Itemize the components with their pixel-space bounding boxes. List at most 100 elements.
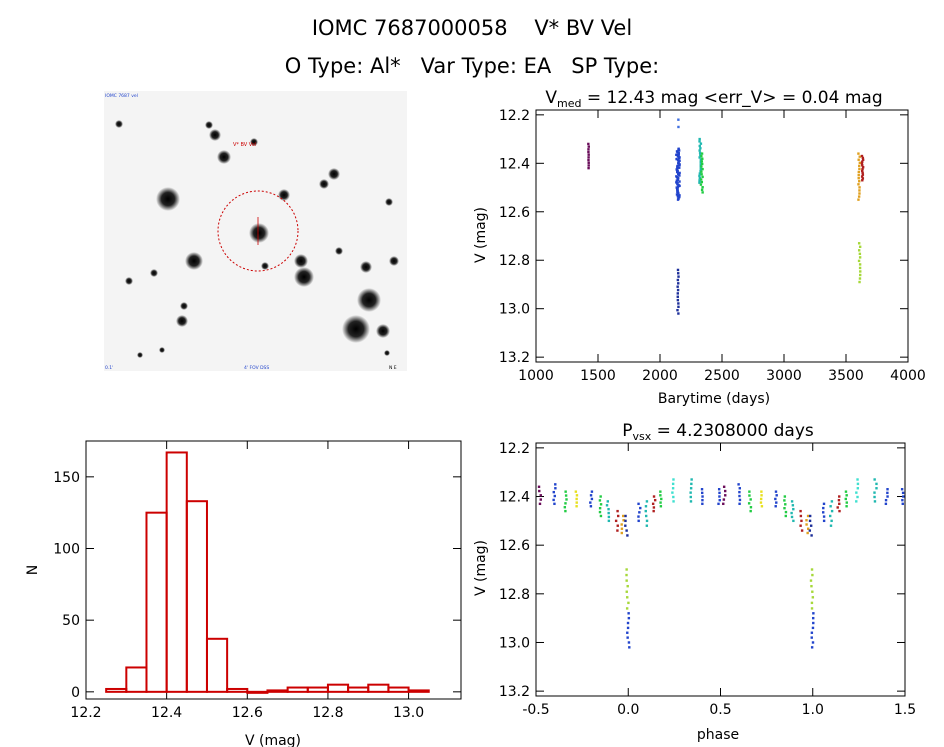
phased-point	[774, 505, 777, 508]
phased-point	[810, 601, 814, 605]
phased-point	[700, 491, 704, 495]
histogram-axes: 12.2 12.4 12.6 12.8 13.0 0 50 100 150	[53, 440, 462, 721]
lightcurve-point	[857, 173, 860, 177]
phased-point	[784, 510, 788, 514]
lightcurve-point	[587, 150, 590, 154]
phased-point	[808, 519, 812, 523]
lightcurve-xtick-label: 1500	[580, 368, 616, 384]
phased-point	[690, 478, 693, 481]
phased-point	[812, 612, 815, 615]
phased-point	[902, 495, 905, 498]
phased-point	[856, 482, 860, 486]
lightcurve-title-rest: = 12.43 mag <err_V> = 0.04 mag	[581, 88, 882, 108]
lightcurve-point	[587, 156, 590, 159]
phased-point	[607, 507, 610, 511]
phased-point	[810, 568, 814, 571]
lightcurve-point	[587, 166, 590, 170]
phased-point	[718, 491, 721, 495]
lightcurve-point	[677, 275, 680, 278]
lightcurve-point	[857, 242, 861, 245]
phased-point	[811, 626, 815, 630]
phased-point	[884, 502, 888, 506]
lightcurve-ylabel: V (mag)	[473, 207, 489, 263]
phased-point	[783, 499, 786, 502]
phased-point	[822, 506, 825, 510]
phased-point	[624, 524, 627, 527]
lightcurve-point	[698, 140, 701, 143]
phased-point	[806, 514, 810, 518]
lightcurve-point	[698, 137, 701, 141]
histogram-bar	[105, 687, 128, 693]
lightcurve-point	[698, 156, 701, 159]
phased-point	[652, 506, 656, 509]
lightcurve-point	[587, 148, 590, 151]
histogram-ytick-label: 150	[53, 470, 80, 486]
phased-point	[901, 491, 905, 495]
lightcurve-point	[676, 165, 679, 169]
phased-point	[799, 524, 802, 527]
histogram-bars	[105, 451, 430, 694]
phased-point	[760, 490, 763, 493]
phased-point	[701, 502, 704, 506]
lightcurve-point	[700, 170, 703, 173]
lightcurve-point	[700, 165, 703, 168]
histogram-bar	[165, 451, 188, 693]
lightcurve-frame	[535, 109, 909, 363]
lightcurve-point	[699, 163, 702, 166]
phased-point	[748, 490, 751, 493]
phased-point	[829, 505, 832, 508]
lightcurve-point	[860, 169, 864, 173]
lightcurve-point	[858, 263, 862, 266]
phased-point	[830, 509, 834, 513]
phased-point	[660, 497, 663, 501]
phased-point	[811, 641, 815, 644]
phased-point	[805, 519, 808, 522]
phased-point	[901, 498, 904, 502]
phased-point	[598, 506, 602, 510]
histogram-bar	[205, 637, 229, 693]
lightcurve-point	[861, 167, 864, 171]
phased-point	[724, 489, 727, 493]
lightcurve-point	[858, 155, 861, 158]
phased-point	[607, 519, 611, 523]
phased-point	[607, 511, 610, 515]
lightcurve-point	[675, 153, 678, 157]
phased-point	[690, 482, 693, 486]
phased-point	[575, 505, 578, 508]
lightcurve-points	[587, 118, 865, 315]
lightcurve-point	[861, 156, 865, 160]
lightcurve-point	[675, 157, 678, 161]
histogram-xtick-label: 12.8	[312, 705, 343, 721]
phased-point	[830, 519, 833, 523]
lightcurve-point	[857, 195, 861, 198]
lightcurve-point	[861, 173, 865, 176]
lightcurve-point	[858, 252, 862, 256]
histogram-bar	[125, 666, 148, 693]
lightcurve-xtick-label: 4000	[890, 368, 926, 384]
phased-point	[800, 519, 803, 523]
phased-title-main: P	[622, 421, 632, 441]
chart-subtitle: O Type: Al* Var Type: EA SP Type:	[284, 54, 660, 78]
phased-points	[537, 478, 905, 649]
corner-label: IOMC 7687 vel	[105, 93, 138, 99]
lightcurve-point	[676, 158, 680, 162]
lightcurve-point	[676, 195, 680, 198]
phased-point	[759, 497, 763, 501]
lightcurve-point	[677, 312, 680, 315]
lightcurve-point	[699, 167, 702, 171]
histogram-xtick-label: 13.0	[393, 705, 424, 721]
phased-point	[790, 500, 794, 503]
lightcurve-point	[700, 155, 703, 158]
phased-point	[627, 612, 630, 615]
lightcurve-point	[858, 167, 861, 171]
phased-point	[624, 519, 627, 523]
phased-point	[718, 495, 721, 498]
phased-point	[553, 494, 556, 498]
histogram-bar	[145, 511, 168, 693]
lightcurve-xlabel: Barytime (days)	[658, 391, 770, 407]
phased-point	[811, 616, 815, 620]
phased-point	[589, 501, 592, 504]
phased-point	[645, 500, 649, 503]
scale-label: 0.1'	[105, 365, 113, 371]
lightcurve-point	[677, 272, 680, 275]
